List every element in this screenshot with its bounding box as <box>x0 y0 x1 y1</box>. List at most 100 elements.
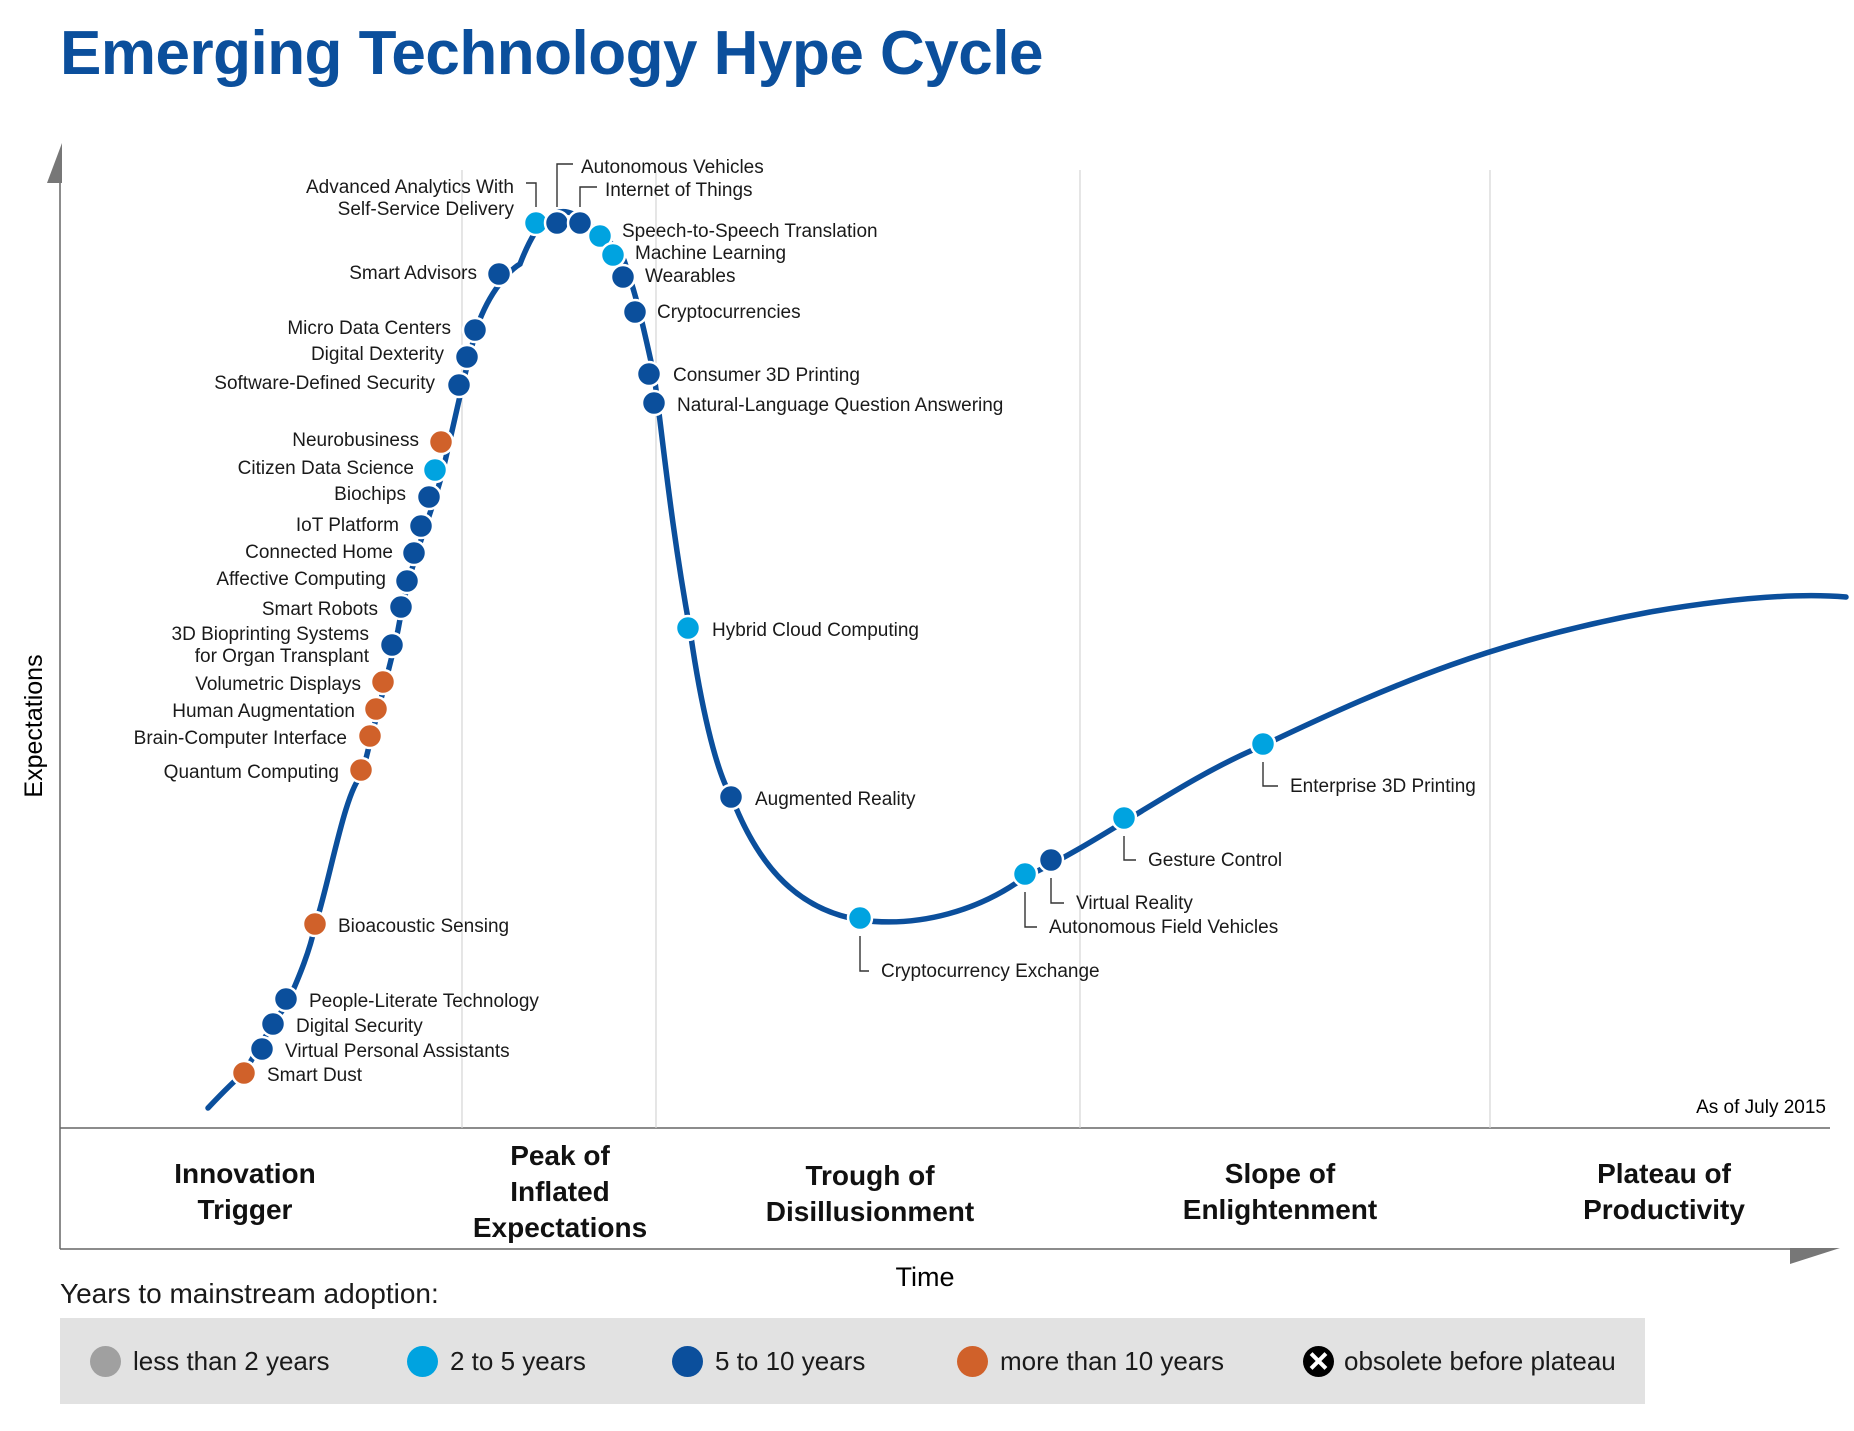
tech-dot-affective-computing[interactable] <box>395 569 419 593</box>
tech-dot-software-defined-security[interactable] <box>447 373 471 397</box>
tech-dot-volumetric-displays[interactable] <box>371 670 395 694</box>
tech-label-speech-to-speech-translation: Speech-to-Speech Translation <box>622 221 878 242</box>
legend-item-obsolete: obsolete before plateau <box>1303 1318 1616 1404</box>
tech-dot-virtual-reality[interactable] <box>1039 848 1063 872</box>
tech-label-human-augmentation: Human Augmentation <box>172 701 355 722</box>
tech-label-autonomous-vehicles: Autonomous Vehicles <box>581 157 764 178</box>
tech-label-natural-language-question-answering: Natural-Language Question Answering <box>677 395 1003 416</box>
x-axis-label: Time <box>896 1262 955 1292</box>
tech-dot-hybrid-cloud-computing[interactable] <box>676 616 700 640</box>
legend-swatch <box>407 1346 438 1377</box>
tech-label-smart-advisors: Smart Advisors <box>349 263 477 284</box>
tech-dot-human-augmentation[interactable] <box>364 697 388 721</box>
legend-item-more-than-10: more than 10 years <box>957 1318 1224 1404</box>
tech-dot-gesture-control[interactable] <box>1112 806 1136 830</box>
tech-dot-digital-security[interactable] <box>261 1012 285 1036</box>
tech-label-advanced-analytics-with-self-service-delivery: Advanced Analytics With Self-Service Deli… <box>306 177 515 220</box>
phase-label-innovation: Innovation Trigger <box>174 1158 316 1225</box>
legend-label: obsolete before plateau <box>1344 1346 1616 1377</box>
legend-swatch <box>957 1346 988 1377</box>
tech-dot-digital-dexterity[interactable] <box>455 345 479 369</box>
tech-label-cryptocurrencies: Cryptocurrencies <box>657 302 801 323</box>
leader-line <box>1263 762 1278 786</box>
tech-label-wearables: Wearables <box>645 266 735 287</box>
tech-dot-micro-data-centers[interactable] <box>463 318 487 342</box>
tech-dot-enterprise-3d-printing[interactable] <box>1251 732 1275 756</box>
legend-swatch <box>672 1346 703 1377</box>
y-axis-arrow-icon <box>47 143 62 183</box>
tech-dot-connected-home[interactable] <box>402 541 426 565</box>
phase-label-peak: Peak of Inflated Expectations <box>473 1140 647 1243</box>
tech-dot-bioacoustic-sensing[interactable] <box>303 912 327 936</box>
tech-dot-biochips[interactable] <box>417 485 441 509</box>
tech-label-autonomous-field-vehicles: Autonomous Field Vehicles <box>1049 917 1278 938</box>
leader-line <box>526 183 536 207</box>
tech-dot-citizen-data-science[interactable] <box>423 458 447 482</box>
technology-dots <box>232 211 1275 1085</box>
tech-label-3d-bioprinting-systems-for-organ-transplant: 3D Bioprinting Systems for Organ Transpla… <box>172 624 370 667</box>
legend-item-less-than-2: less than 2 years <box>90 1318 330 1404</box>
leader-line <box>557 164 573 207</box>
tech-dot-neurobusiness[interactable] <box>429 430 453 454</box>
tech-dot-augmented-reality[interactable] <box>719 785 743 809</box>
tech-label-people-literate-technology: People-Literate Technology <box>309 991 539 1012</box>
tech-label-augmented-reality: Augmented Reality <box>755 789 916 810</box>
tech-dot-iot-platform[interactable] <box>409 514 433 538</box>
y-axis-label: Expectations <box>20 654 48 797</box>
obsolete-x-icon <box>1303 1346 1334 1377</box>
tech-dot-cryptocurrencies[interactable] <box>623 300 647 324</box>
legend-item-5-to-10: 5 to 10 years <box>672 1318 865 1404</box>
leader-line <box>1025 892 1037 927</box>
tech-label-hybrid-cloud-computing: Hybrid Cloud Computing <box>712 620 919 641</box>
tech-dot-consumer-3d-printing[interactable] <box>637 362 661 386</box>
tech-dot-smart-robots[interactable] <box>389 595 413 619</box>
tech-label-virtual-personal-assistants: Virtual Personal Assistants <box>285 1041 510 1062</box>
tech-dot-wearables[interactable] <box>611 265 635 289</box>
legend: less than 2 years 2 to 5 years 5 to 10 yea… <box>60 1318 1645 1404</box>
tech-dot-brain-computer-interface[interactable] <box>358 724 382 748</box>
tech-label-gesture-control: Gesture Control <box>1148 850 1282 871</box>
tech-label-smart-dust: Smart Dust <box>267 1065 363 1086</box>
legend-title: Years to mainstream adoption: <box>60 1278 439 1310</box>
tech-label-connected-home: Connected Home <box>245 542 393 563</box>
tech-dot-machine-learning[interactable] <box>601 243 625 267</box>
tech-dot-autonomous-field-vehicles[interactable] <box>1013 862 1037 886</box>
tech-label-citizen-data-science: Citizen Data Science <box>238 458 414 479</box>
tech-label-neurobusiness: Neurobusiness <box>292 430 419 451</box>
technology-labels: Smart Dust Virtual Personal Assistants Dig… <box>134 157 1476 1086</box>
legend-label: more than 10 years <box>1000 1346 1224 1377</box>
phase-label-trough: Trough of Disillusionment <box>766 1160 974 1227</box>
tech-label-iot-platform: IoT Platform <box>296 515 399 536</box>
leader-line <box>1051 878 1064 903</box>
tech-dot-smart-advisors[interactable] <box>487 262 511 286</box>
legend-item-2-to-5: 2 to 5 years <box>407 1318 586 1404</box>
x-axis-arrow-icon <box>1790 1248 1840 1264</box>
tech-label-volumetric-displays: Volumetric Displays <box>195 674 361 695</box>
tech-label-cryptocurrency-exchange: Cryptocurrency Exchange <box>881 961 1100 982</box>
tech-dot-autonomous-vehicles[interactable] <box>545 211 569 235</box>
tech-label-brain-computer-interface: Brain-Computer Interface <box>134 728 347 749</box>
tech-label-digital-dexterity: Digital Dexterity <box>311 344 445 365</box>
leader-line <box>1124 836 1136 860</box>
tech-label-software-defined-security: Software-Defined Security <box>214 373 435 394</box>
tech-label-quantum-computing: Quantum Computing <box>164 762 339 783</box>
phase-label-slope: Slope of Enlightenment <box>1183 1158 1377 1225</box>
tech-dot-virtual-personal-assistants[interactable] <box>250 1037 274 1061</box>
tech-dot-3d-bioprinting-systems-for-organ-transplant[interactable] <box>380 633 404 657</box>
tech-dot-people-literate-technology[interactable] <box>274 987 298 1011</box>
legend-label: 5 to 10 years <box>715 1346 865 1377</box>
tech-label-affective-computing: Affective Computing <box>216 569 386 590</box>
as-of-date: As of July 2015 <box>1696 1097 1826 1118</box>
legend-label: 2 to 5 years <box>450 1346 586 1377</box>
legend-label: less than 2 years <box>133 1346 330 1377</box>
phase-label-plateau: Plateau of Productivity <box>1583 1158 1745 1225</box>
tech-dot-cryptocurrency-exchange[interactable] <box>848 906 872 930</box>
leader-line <box>860 936 869 971</box>
tech-dot-natural-language-question-answering[interactable] <box>642 391 666 415</box>
tech-dot-quantum-computing[interactable] <box>349 758 373 782</box>
tech-dot-smart-dust[interactable] <box>232 1061 256 1085</box>
phase-labels: Innovation Trigger Peak of Inflated Expectat… <box>174 1140 1745 1243</box>
tech-label-smart-robots: Smart Robots <box>262 599 378 620</box>
leader-line <box>580 187 597 207</box>
